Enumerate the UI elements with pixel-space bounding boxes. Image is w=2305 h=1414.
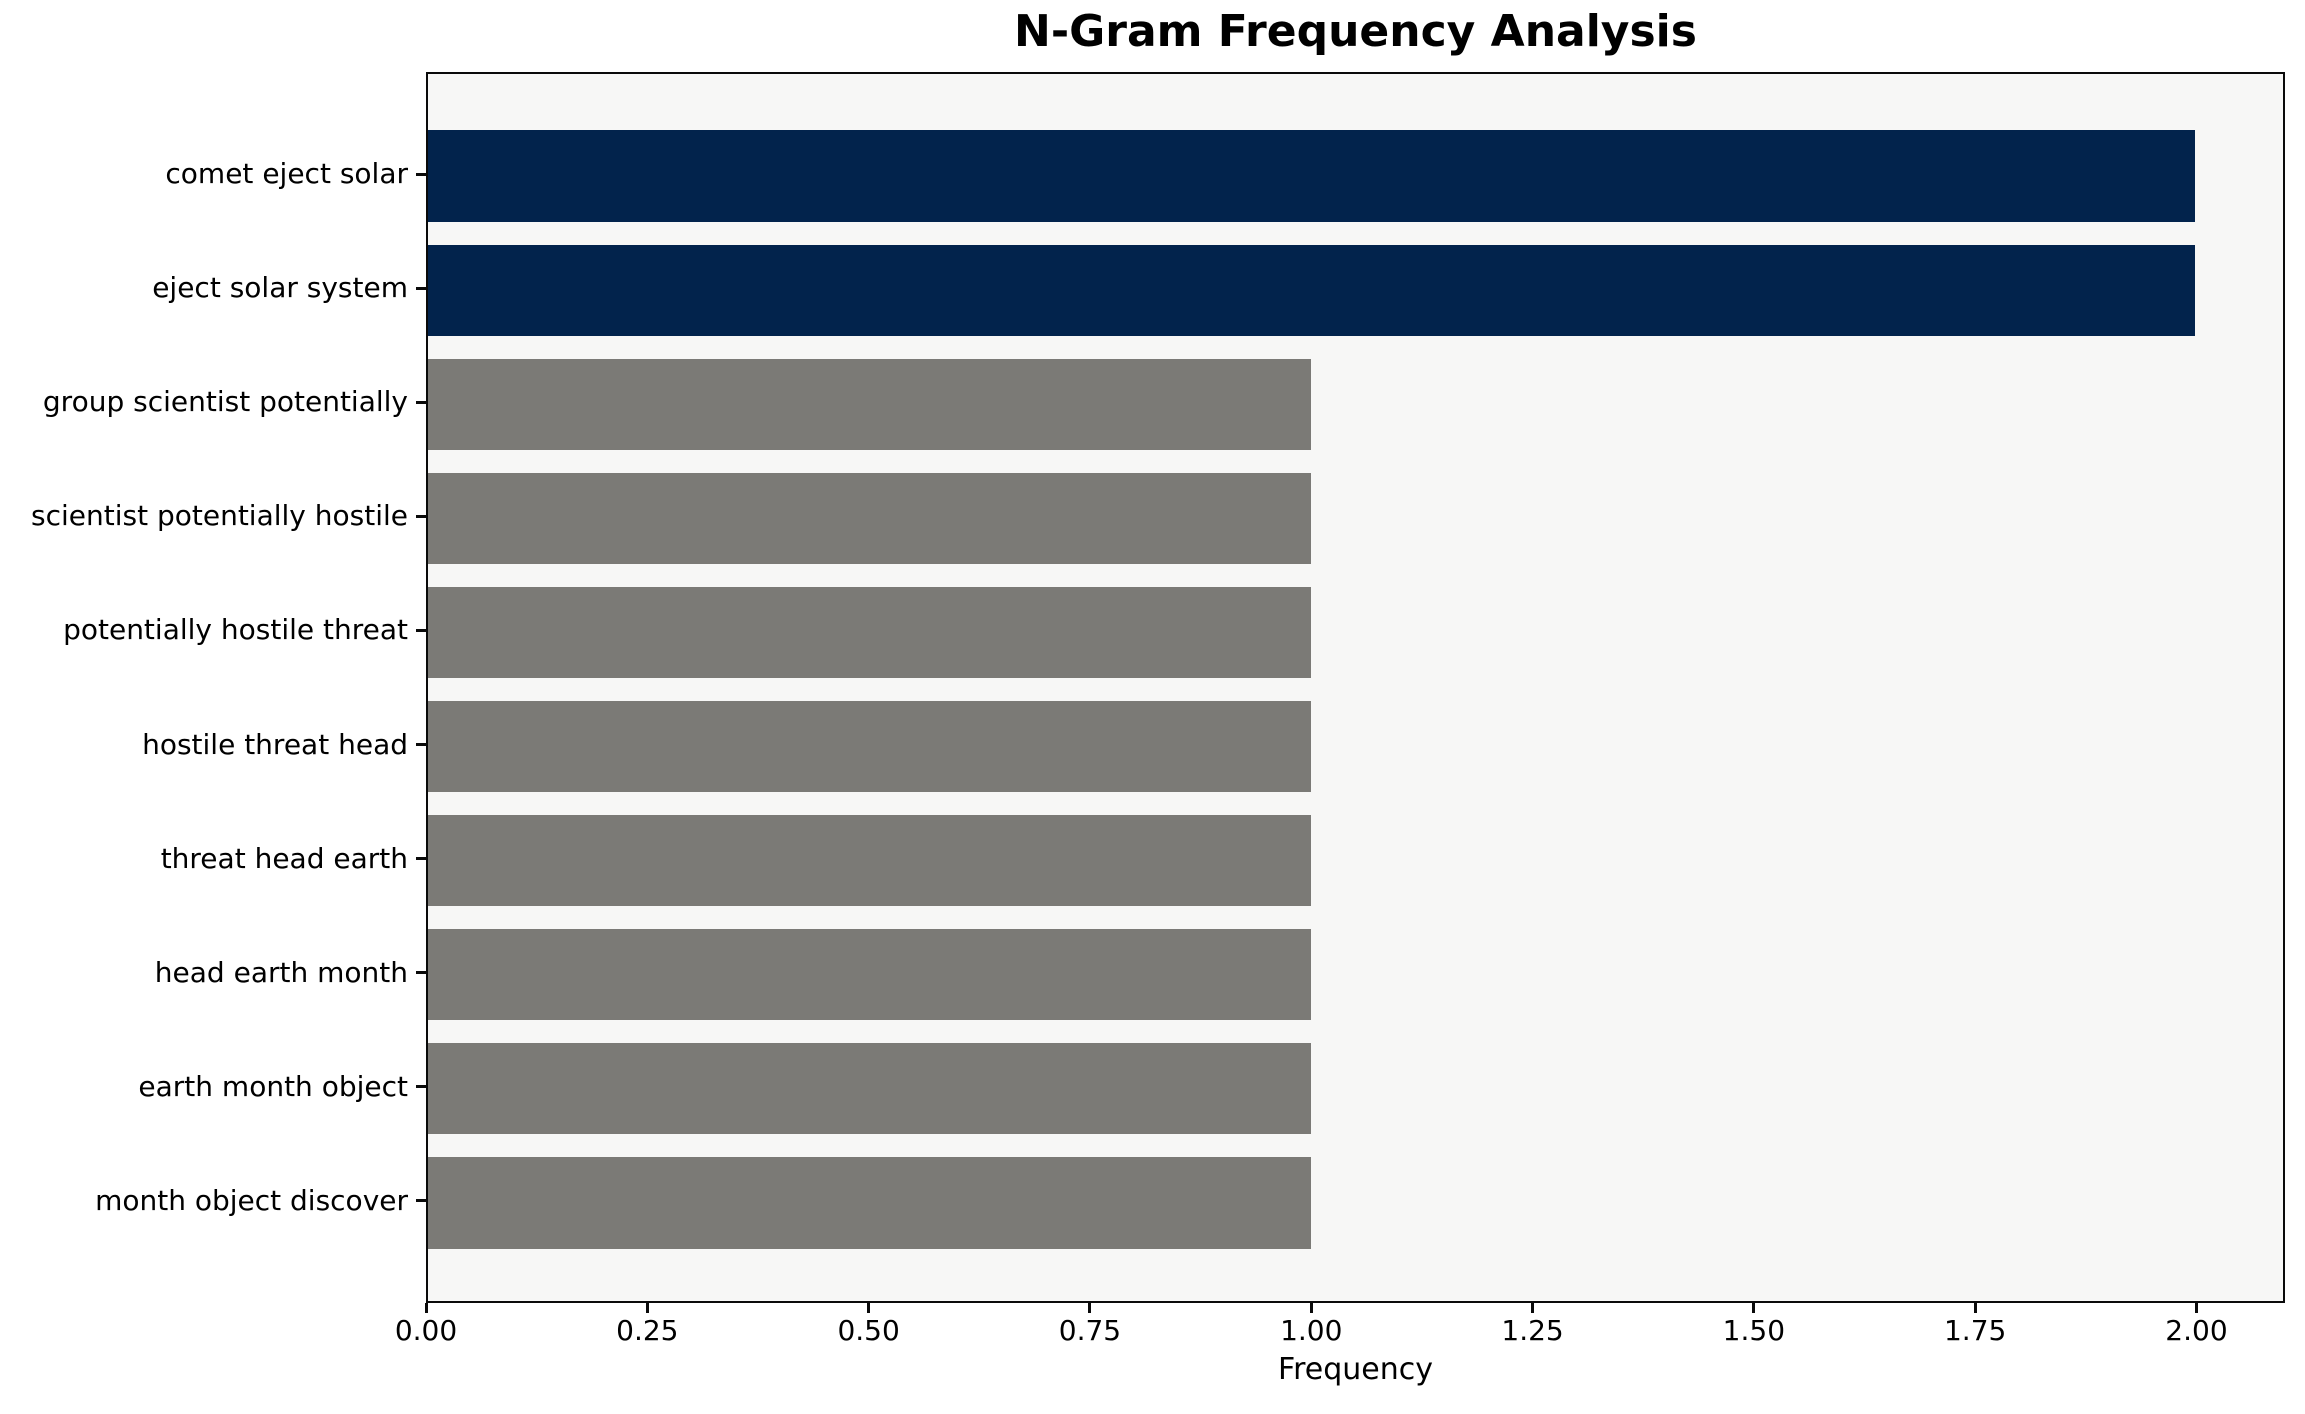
x-tick-mark <box>867 1303 871 1313</box>
chart-title: N-Gram Frequency Analysis <box>1014 6 1697 57</box>
plot-area <box>426 72 2285 1303</box>
bar-scientist-potentially-hostile <box>428 472 1312 564</box>
y-tick-label: head earth month <box>154 955 408 989</box>
bar-comet-eject-solar <box>428 130 2195 222</box>
y-tick-mark <box>416 400 426 404</box>
y-tick-mark <box>416 1199 426 1203</box>
x-tick-mark <box>1309 1303 1313 1313</box>
x-tick-mark <box>1088 1303 1092 1313</box>
x-tick-label: 0.50 <box>837 1314 900 1347</box>
y-tick-label: comet eject solar <box>165 157 408 191</box>
x-tick-label: 0.00 <box>394 1314 458 1347</box>
x-tick-mark <box>1973 1303 1977 1313</box>
y-tick-label: potentially hostile threat <box>63 613 408 647</box>
x-tick-label: 0.25 <box>616 1314 679 1347</box>
y-tick-label: month object discover <box>95 1183 408 1217</box>
y-tick-mark <box>416 857 426 861</box>
x-axis-label: Frequency <box>1278 1352 1433 1387</box>
bar-hostile-threat-head <box>428 700 1312 793</box>
y-tick-mark <box>416 1085 426 1089</box>
bar-potentially-hostile-threat <box>428 586 1312 679</box>
y-tick-label: eject solar system <box>152 271 408 305</box>
x-tick-mark <box>2194 1303 2198 1313</box>
y-tick-mark <box>416 172 426 176</box>
y-tick-label: group scientist potentially <box>42 385 408 419</box>
y-tick-mark <box>416 628 426 632</box>
x-tick-label: 1.25 <box>1501 1314 1564 1347</box>
y-tick-label: hostile threat head <box>142 727 408 761</box>
y-tick-mark <box>416 514 426 518</box>
bar-eject-solar-system <box>428 244 2195 336</box>
y-tick-label: threat head earth <box>160 841 408 875</box>
y-tick-label: scientist potentially hostile <box>31 499 408 533</box>
y-tick-mark <box>416 743 426 747</box>
y-tick-mark <box>416 286 426 290</box>
bar-group-scientist-potentially <box>428 358 1312 450</box>
bar-head-earth-month <box>428 929 1312 1021</box>
x-tick-mark <box>645 1303 649 1313</box>
y-tick-label: earth month object <box>138 1069 408 1103</box>
x-tick-mark <box>1531 1303 1535 1313</box>
y-tick-mark <box>416 971 426 975</box>
x-tick-label: 1.75 <box>1943 1314 2007 1347</box>
x-tick-label: 1.50 <box>1722 1314 1786 1347</box>
bar-threat-head-earth <box>428 815 1312 907</box>
x-tick-mark <box>424 1303 428 1313</box>
x-tick-label: 0.75 <box>1058 1314 1122 1347</box>
x-tick-label: 2.00 <box>2165 1314 2228 1347</box>
x-tick-label: 1.00 <box>1280 1314 1343 1347</box>
x-tick-mark <box>1752 1303 1756 1313</box>
bar-earth-month-object <box>428 1043 1312 1135</box>
bar-month-object-discover <box>428 1157 1312 1249</box>
